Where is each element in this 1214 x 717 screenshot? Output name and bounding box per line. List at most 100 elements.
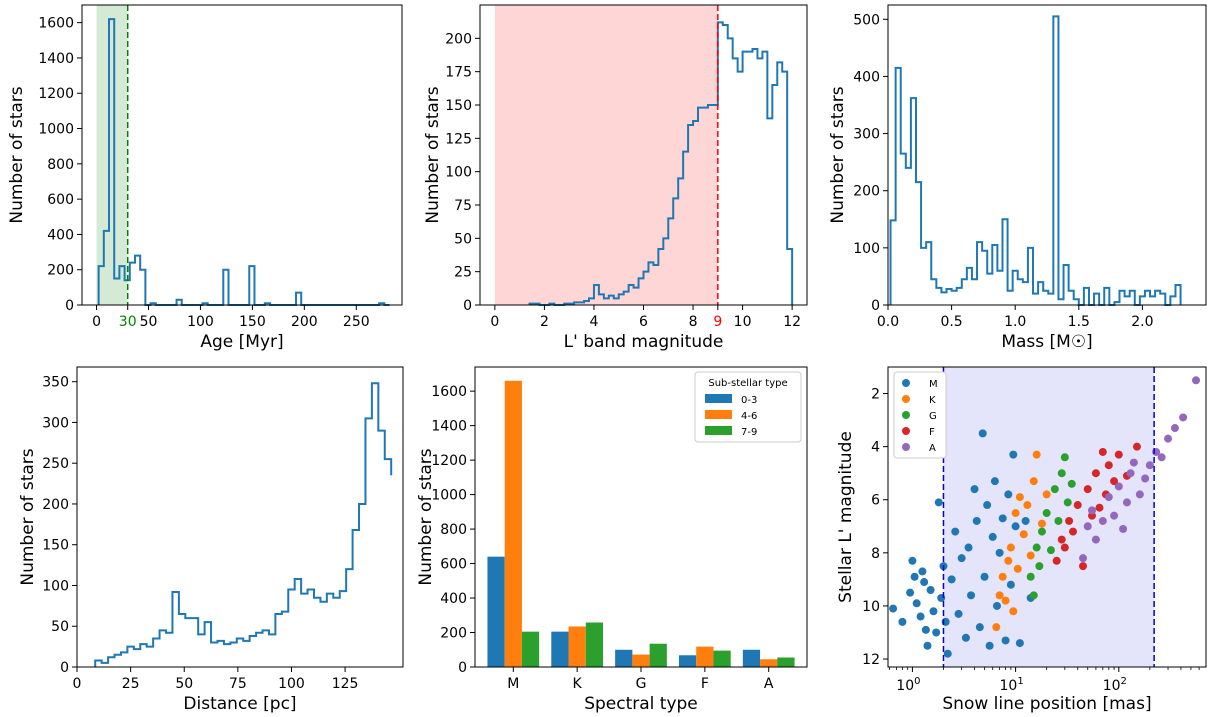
y-tick-label: 0 — [60, 660, 69, 676]
scatter-point — [918, 567, 927, 576]
x-tick-label: 8 — [689, 314, 698, 330]
scatter-point — [1114, 450, 1123, 459]
scatter-point — [1011, 522, 1020, 531]
y-tick-label: 50 — [454, 231, 472, 247]
bar-7-9-A — [777, 657, 795, 667]
scatter-point — [898, 617, 907, 626]
scatter-series-A — [1079, 376, 1200, 563]
y-tick-label: 1600 — [431, 384, 467, 400]
scatter-point — [983, 501, 992, 510]
y-axis-label: Stellar L' magnitude — [836, 431, 856, 603]
x-tick-label: 25 — [122, 676, 140, 692]
y-tick-label: 200 — [853, 184, 880, 200]
scatter-point — [1011, 509, 1020, 518]
x-tick-label: 100 — [896, 676, 920, 694]
bar-0-3-G — [615, 649, 633, 667]
y-tick-label: 1600 — [38, 16, 74, 32]
legend-marker — [902, 443, 910, 451]
scatter-point — [990, 477, 999, 486]
scatter-point — [908, 556, 917, 565]
x-tick-label: 101 — [1000, 676, 1024, 694]
y-tick-label: 400 — [440, 591, 467, 607]
scatter-point — [923, 641, 932, 650]
legend-swatch — [705, 394, 732, 403]
legend-box — [694, 371, 802, 443]
y-tick-label: 400 — [47, 227, 74, 243]
shaded-region — [494, 5, 718, 305]
y-tick-label: 175 — [445, 65, 472, 81]
legend-box — [893, 371, 947, 459]
y-tick-label: 4 — [871, 440, 880, 456]
scatter-point — [1015, 639, 1024, 648]
scatter-point — [1035, 562, 1044, 571]
scatter-point — [1067, 479, 1076, 488]
y-tick-label: 300 — [42, 415, 69, 431]
scatter-series-M — [889, 429, 1035, 658]
bar-4-6-F — [696, 646, 714, 667]
bar-0-3-A — [742, 649, 761, 667]
y-tick-label: 150 — [445, 98, 472, 114]
y-tick-label: 150 — [42, 538, 69, 554]
scatter-point — [1029, 477, 1038, 486]
scatter-point — [980, 572, 989, 581]
x-tick-label: 100 — [187, 314, 214, 330]
plot-frame — [76, 366, 404, 668]
bar-0-3-M — [487, 556, 505, 667]
bar-7-9-M — [521, 631, 540, 667]
scatter-point — [1006, 580, 1015, 589]
scatter-point — [954, 609, 963, 618]
scatter-point — [1052, 556, 1061, 565]
scatter-point — [961, 633, 970, 642]
scatter-point — [1098, 447, 1107, 456]
scatter-point — [943, 649, 952, 658]
legend-swatch — [705, 426, 732, 435]
shaded-region — [96, 5, 128, 305]
scatter-point — [992, 601, 1001, 610]
y-tick-label: 2 — [871, 387, 880, 403]
y-tick-label: 1200 — [38, 86, 74, 102]
scatter-point — [1119, 524, 1128, 533]
chart-mass: 0 100 200 300 400 500 0.0 0.5 1.0 1.5 2.0 Mass [M☉]… — [828, 4, 1207, 352]
bar-7-9-F — [713, 650, 731, 667]
y-tick-label: 1400 — [38, 51, 74, 67]
scatter-point — [1019, 530, 1028, 539]
legend-label: F — [929, 427, 935, 438]
scatter-point — [1004, 556, 1013, 565]
x-axis-label: Distance [pc] — [183, 694, 296, 714]
y-tick-label: 100 — [42, 578, 69, 594]
y-tick-label: 200 — [47, 263, 74, 279]
x-tick-label: 0 — [73, 676, 82, 692]
scatter-point — [1104, 493, 1113, 502]
y-axis-label: Number of stars — [416, 448, 436, 585]
scatter-point — [1060, 453, 1069, 462]
y-tick-label: 200 — [445, 31, 472, 47]
scatter-point — [964, 543, 973, 552]
scatter-point — [1001, 636, 1010, 645]
legend-label: K — [929, 395, 936, 406]
scatter-point — [1063, 498, 1072, 507]
scatter-point — [1083, 522, 1092, 531]
y-tick-label: 400 — [853, 69, 880, 85]
legend-title: Sub-stellar type — [708, 378, 787, 389]
y-axis-label: Number of stars — [7, 86, 27, 223]
plot-frame — [81, 4, 403, 306]
x-tick-label: A — [764, 676, 774, 692]
scatter-point — [1132, 442, 1141, 451]
histogram-step-line — [97, 18, 390, 306]
scatter-point — [985, 641, 994, 650]
scatter-point — [995, 591, 1004, 600]
x-tick-label: 4 — [589, 314, 598, 330]
bar-4-6-A — [760, 659, 778, 667]
x-tick-label: 9 — [713, 314, 722, 330]
y-tick-label: 50 — [51, 619, 69, 635]
legend-swatch — [705, 410, 732, 419]
y-tick-label: 1200 — [431, 453, 467, 469]
x-tick-label: 0 — [490, 314, 499, 330]
scatter-point — [1032, 450, 1041, 459]
scatter-point — [906, 588, 915, 597]
scatter-point — [1179, 413, 1188, 422]
x-tick-label: 50 — [175, 676, 193, 692]
y-tick-label: 1000 — [38, 122, 74, 138]
